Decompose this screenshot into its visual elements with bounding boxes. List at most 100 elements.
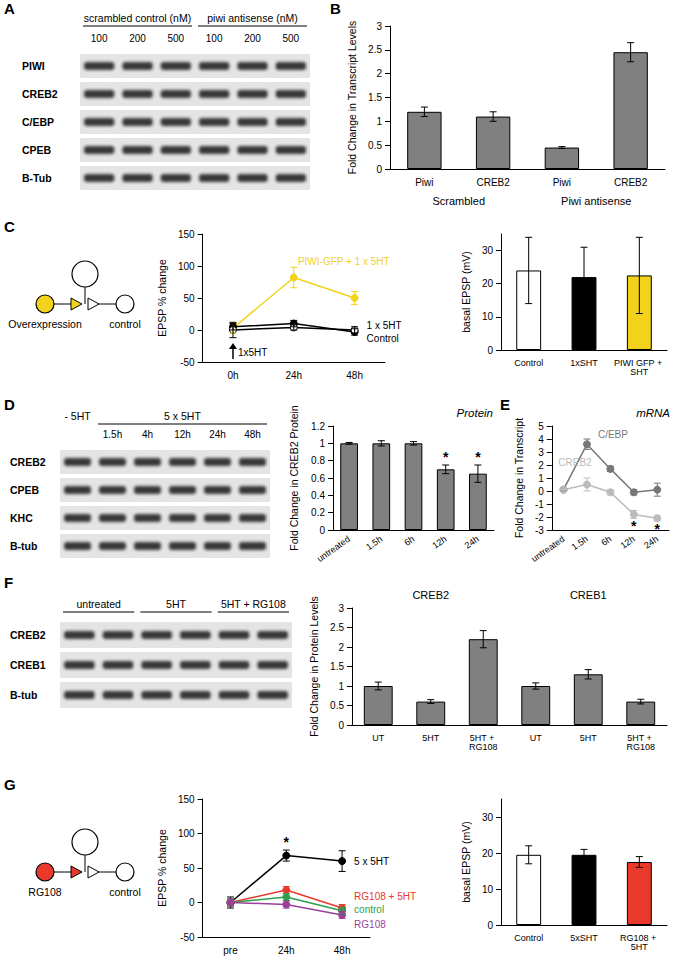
svg-text:C/EBP: C/EBP [598, 429, 628, 440]
svg-text:*: * [284, 834, 290, 850]
svg-text:10: 10 [482, 884, 494, 895]
svg-text:0: 0 [376, 164, 382, 175]
svg-text:5 x 5HT: 5 x 5HT [164, 410, 201, 422]
svg-text:B-tub: B-tub [10, 689, 37, 701]
svg-text:50: 50 [183, 863, 195, 874]
svg-text:1.5: 1.5 [330, 661, 344, 672]
svg-text:100: 100 [178, 261, 195, 272]
svg-text:0: 0 [189, 325, 195, 336]
svg-text:12h: 12h [431, 534, 449, 551]
svg-text:SHT: SHT [630, 367, 649, 377]
svg-text:200: 200 [129, 33, 146, 44]
svg-text:0.6: 0.6 [311, 473, 325, 484]
svg-text:5HT: 5HT [166, 598, 186, 610]
svg-text:-50: -50 [180, 357, 195, 368]
svg-text:0: 0 [538, 486, 544, 497]
svg-text:5 x 5HT: 5 x 5HT [354, 856, 389, 867]
svg-text:150: 150 [178, 229, 195, 240]
svg-text:*: * [631, 518, 637, 534]
svg-text:pre: pre [223, 945, 238, 956]
svg-text:F: F [4, 574, 13, 591]
svg-text:PIWI: PIWI [22, 60, 45, 72]
svg-text:UT: UT [372, 733, 384, 743]
svg-text:CPEB: CPEB [22, 144, 52, 156]
svg-text:C: C [4, 218, 15, 235]
svg-text:0.8: 0.8 [311, 455, 325, 466]
svg-text:0.5: 0.5 [330, 700, 344, 711]
svg-text:24h: 24h [285, 370, 302, 381]
svg-text:150: 150 [178, 794, 195, 805]
svg-text:5HT: 5HT [580, 733, 598, 743]
svg-text:0.5: 0.5 [368, 140, 382, 151]
svg-text:B-tub: B-tub [10, 540, 37, 552]
svg-text:6h: 6h [599, 534, 613, 548]
svg-text:UT: UT [530, 733, 542, 743]
svg-text:4: 4 [538, 434, 544, 445]
svg-text:RG108: RG108 [28, 886, 61, 898]
svg-text:piwi antisense (nM): piwi antisense (nM) [207, 12, 297, 24]
svg-text:500: 500 [167, 33, 184, 44]
svg-text:1.5h: 1.5h [103, 429, 122, 440]
svg-text:1 x 5HT: 1 x 5HT [367, 320, 402, 331]
svg-text:200: 200 [244, 33, 261, 44]
svg-text:*: * [475, 449, 481, 465]
svg-text:5xSHT: 5xSHT [570, 933, 598, 943]
svg-text:1: 1 [538, 473, 544, 484]
svg-text:B-Tub: B-Tub [22, 172, 52, 184]
svg-text:1.5h: 1.5h [364, 534, 384, 552]
svg-text:PIWI-GFP + 1 x 5HT: PIWI-GFP + 1 x 5HT [298, 256, 390, 267]
svg-text:5: 5 [538, 421, 544, 432]
svg-text:RG108: RG108 [626, 742, 655, 752]
svg-text:0: 0 [189, 897, 195, 908]
svg-text:1: 1 [376, 116, 382, 127]
svg-text:50: 50 [183, 293, 195, 304]
svg-text:0.2: 0.2 [311, 507, 325, 518]
svg-text:RG108 + 5HT: RG108 + 5HT [354, 891, 416, 902]
svg-text:EPSP % change: EPSP % change [156, 259, 168, 337]
svg-text:0h: 0h [227, 370, 238, 381]
svg-text:CREB1: CREB1 [10, 659, 46, 671]
svg-text:500: 500 [282, 33, 299, 44]
svg-text:Piwi: Piwi [553, 177, 571, 188]
svg-text:2: 2 [338, 642, 344, 653]
svg-text:6h: 6h [402, 534, 416, 548]
svg-text:24h: 24h [463, 534, 481, 551]
svg-text:10: 10 [482, 311, 494, 322]
svg-text:1.2: 1.2 [311, 421, 325, 432]
svg-text:CREB2: CREB2 [10, 456, 46, 468]
svg-text:CREB2: CREB2 [412, 589, 449, 601]
svg-text:Fold Change in Protein Levels: Fold Change in Protein Levels [308, 596, 320, 737]
svg-text:Control: Control [367, 333, 399, 344]
svg-text:2.5: 2.5 [330, 622, 344, 633]
svg-text:2: 2 [538, 460, 544, 471]
svg-text:A: A [4, 0, 15, 17]
svg-text:3: 3 [338, 603, 344, 614]
svg-text:*: * [655, 521, 661, 537]
svg-text:CPEB: CPEB [10, 484, 40, 496]
svg-text:100: 100 [178, 828, 195, 839]
svg-text:48h: 48h [334, 945, 351, 956]
svg-text:48h: 48h [244, 429, 261, 440]
svg-text:basal EPSP (mV): basal EPSP (mV) [460, 251, 472, 333]
svg-text:20: 20 [482, 278, 494, 289]
svg-text:E: E [500, 396, 510, 413]
svg-text:2.5: 2.5 [368, 44, 382, 55]
svg-text:RG108: RG108 [354, 919, 386, 930]
svg-text:5HT: 5HT [631, 942, 649, 952]
svg-text:untreated: untreated [529, 534, 566, 564]
svg-text:Overexpression: Overexpression [8, 318, 82, 330]
svg-text:control: control [109, 886, 141, 898]
svg-text:Control: Control [514, 933, 543, 943]
svg-text:12h: 12h [174, 429, 191, 440]
svg-text:untreated: untreated [315, 534, 352, 564]
svg-text:-50: -50 [180, 932, 195, 943]
svg-text:4h: 4h [142, 429, 153, 440]
svg-text:scrambled control (nM): scrambled control (nM) [84, 12, 191, 24]
svg-text:12h: 12h [619, 534, 637, 551]
svg-text:48h: 48h [346, 370, 363, 381]
svg-text:B: B [330, 0, 341, 17]
svg-text:-1: -1 [535, 499, 544, 510]
svg-text:untreated: untreated [76, 598, 121, 610]
svg-text:-2: -2 [535, 512, 544, 523]
svg-text:-3: -3 [535, 525, 544, 536]
